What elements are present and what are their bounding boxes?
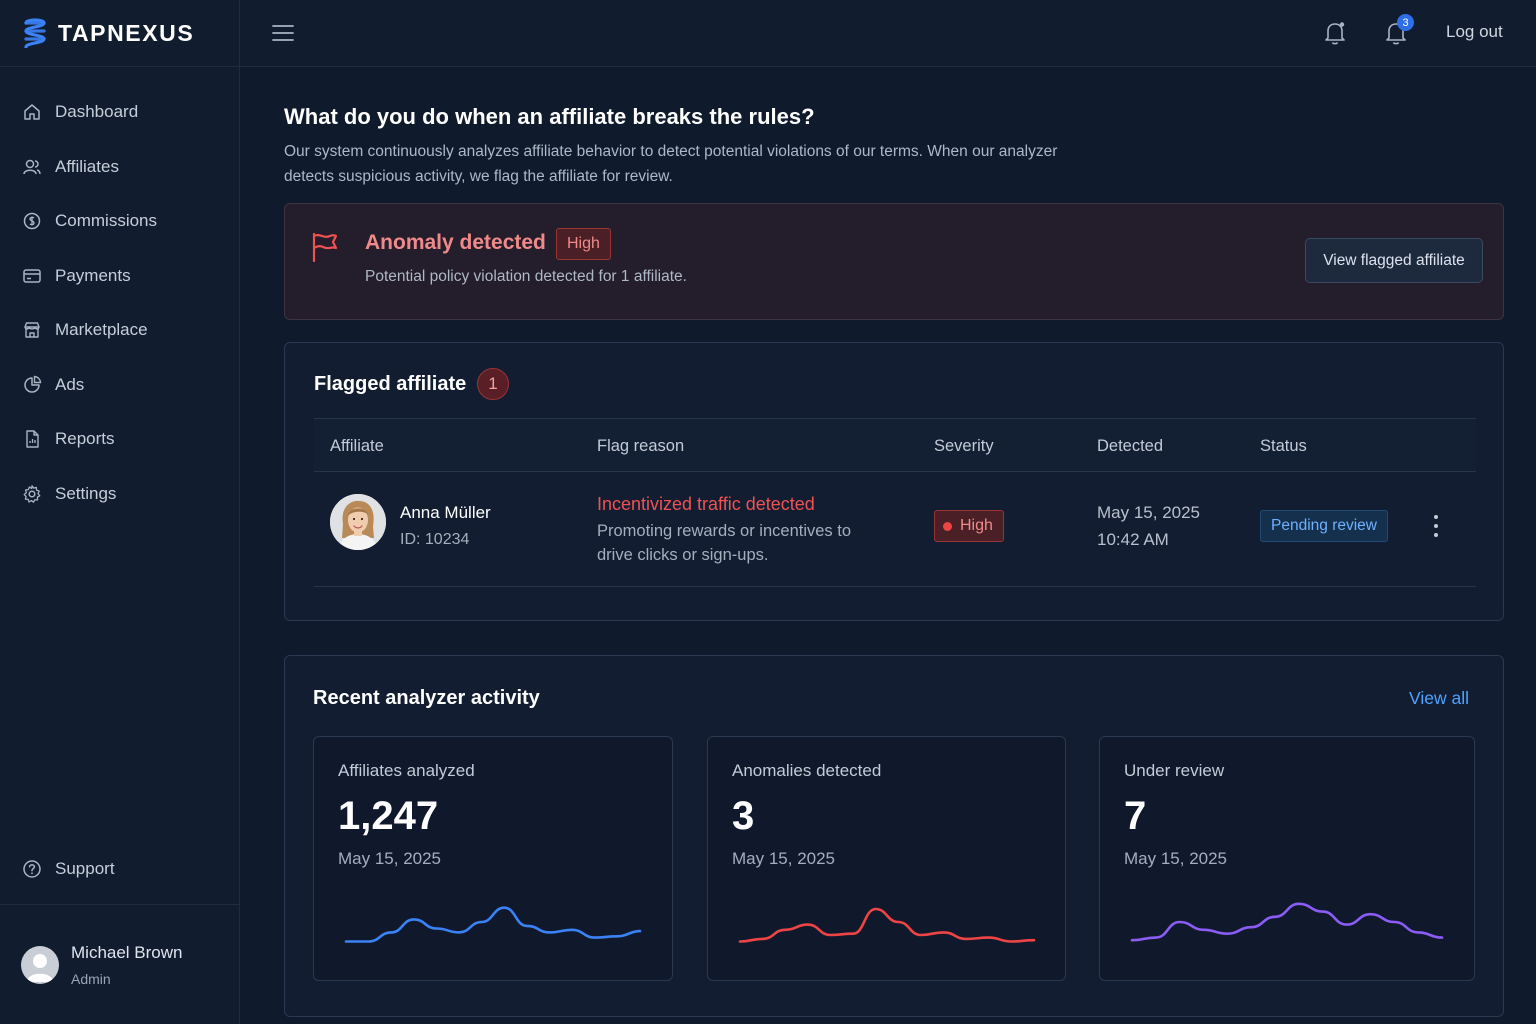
- table-row[interactable]: Anna Müller ID: 10234 Incentivized traff…: [314, 472, 1476, 587]
- support-section: Support: [0, 842, 239, 897]
- flagged-count-badge: 1: [477, 368, 509, 400]
- stat-card-affiliates-analyzed[interactable]: Affiliates analyzed 1,247 May 15, 2025: [313, 736, 673, 981]
- sparkline-anomalies-detected: [738, 907, 1036, 943]
- stat-value: 3: [732, 794, 755, 838]
- user-profile[interactable]: Michael Brown Admin: [0, 904, 239, 1024]
- stat-label: Under review: [1124, 761, 1225, 780]
- avatar-portrait: [330, 494, 386, 550]
- help-circle-icon: [23, 860, 41, 878]
- stat-date: May 15, 2025: [338, 849, 442, 868]
- severity-label: High: [960, 517, 993, 534]
- column-header-severity[interactable]: Severity: [934, 437, 994, 455]
- affiliate-id: ID: 10234: [400, 531, 470, 548]
- page-description: Our system continuously analyzes affilia…: [284, 143, 1058, 185]
- sidebar-item-dashboard[interactable]: Dashboard: [0, 85, 239, 140]
- sidebar-item-label: Dashboard: [55, 102, 139, 122]
- alert-message: Potential policy violation detected for …: [365, 268, 687, 285]
- sidebar-item-label: Support: [55, 859, 115, 879]
- stat-value: 1,247: [338, 794, 439, 838]
- user-name: Michael Brown: [71, 942, 183, 962]
- analyzer-activity-card: Recent analyzer activity View all Affili…: [284, 655, 1504, 1017]
- alert-severity-badge: High: [556, 228, 611, 260]
- sidebar-item-ads[interactable]: Ads: [0, 358, 239, 413]
- commission-icon: [23, 213, 41, 230]
- sidebar-item-settings[interactable]: Settings: [0, 467, 239, 522]
- sidebar-item-label: Affiliates: [55, 156, 119, 176]
- pie-chart-icon: [24, 375, 42, 393]
- user-role: Admin: [71, 970, 111, 987]
- card-icon: [23, 269, 41, 283]
- sparkline-path: [1130, 902, 1444, 942]
- activity-title: Recent analyzer activity: [313, 687, 540, 709]
- column-header-flag-reason[interactable]: Flag reason: [597, 437, 685, 455]
- sparkline-path: [344, 906, 642, 943]
- notifications-bell-icon[interactable]: [1384, 20, 1408, 46]
- flagged-affiliate-card: Flagged affiliate 1 Affiliate Flag reaso…: [284, 342, 1504, 621]
- stat-value: 7: [1124, 794, 1147, 838]
- topbar: 3 Log out: [240, 0, 1536, 67]
- sidebar-item-payments[interactable]: Payments: [0, 249, 239, 304]
- sidebar-item-reports[interactable]: Reports: [0, 412, 239, 467]
- menu-icon[interactable]: [272, 22, 294, 44]
- sidebar-item-label: Payments: [55, 265, 131, 285]
- home-icon: [24, 104, 40, 120]
- severity-badge: High: [934, 510, 1004, 542]
- flag-reason-description: Promoting rewards or incentives to drive…: [597, 522, 852, 564]
- sparkline-path: [738, 907, 1036, 943]
- brand[interactable]: TAPNEXUS: [0, 0, 239, 67]
- stat-card-anomalies-detected[interactable]: Anomalies detected 3 May 15, 2025: [707, 736, 1066, 981]
- user-icon: [27, 953, 53, 982]
- sidebar-item-label: Marketplace: [55, 320, 148, 340]
- notification-count-badge: 3: [1397, 14, 1414, 31]
- sidebar-item-label: Commissions: [55, 211, 158, 231]
- column-header-affiliate[interactable]: Affiliate: [330, 437, 384, 455]
- flagged-table: Affiliate Flag reason Severity Detected …: [314, 418, 1476, 587]
- column-header-status[interactable]: Status: [1260, 437, 1307, 455]
- stat-date: May 15, 2025: [732, 849, 836, 868]
- table-header: Affiliate Flag reason Severity Detected …: [314, 418, 1476, 472]
- detected-time: 10:42 AM: [1097, 530, 1169, 549]
- stat-date: May 15, 2025: [1124, 849, 1228, 868]
- users-icon: [23, 159, 41, 174]
- view-all-link[interactable]: View all: [1409, 688, 1469, 708]
- logout-button[interactable]: Log out: [1446, 22, 1503, 41]
- alert-title: Anomaly detected: [365, 231, 546, 254]
- flagged-card-title: Flagged affiliate: [314, 373, 467, 395]
- store-icon: [24, 322, 40, 338]
- affiliate-name[interactable]: Anna Müller: [400, 503, 491, 522]
- sidebar-item-commissions[interactable]: Commissions: [0, 194, 239, 249]
- brand-name: TAPNEXUS: [58, 19, 195, 46]
- sidebar-item-label: Settings: [55, 483, 117, 503]
- sparkline-under-review: [1130, 902, 1444, 942]
- sidebar-item-marketplace[interactable]: Marketplace: [0, 303, 239, 358]
- sidebar-item-label: Reports: [55, 429, 115, 449]
- sidebar-nav: Dashboard Affiliates Commissions Payment…: [0, 85, 239, 521]
- flag-icon: [312, 232, 338, 262]
- affiliate-avatar: [330, 494, 386, 550]
- sidebar-item-affiliates[interactable]: Affiliates: [0, 140, 239, 195]
- stat-label: Affiliates analyzed: [338, 761, 475, 780]
- detected-date: May 15, 2025: [1097, 503, 1201, 522]
- bell-icon[interactable]: [1323, 20, 1347, 46]
- page-title: What do you do when an affiliate breaks …: [284, 104, 815, 129]
- stat-card-under-review[interactable]: Under review 7 May 15, 2025: [1099, 736, 1475, 981]
- sidebar: TAPNEXUS Dashboard Affiliates Commission…: [0, 0, 240, 1024]
- sidebar-item-support[interactable]: Support: [0, 842, 239, 897]
- anomaly-alert: Anomaly detected High Potential policy v…: [284, 203, 1504, 320]
- sparkline-affiliates-analyzed: [344, 906, 642, 943]
- gear-icon: [23, 484, 41, 503]
- status-badge[interactable]: Pending review: [1260, 510, 1388, 542]
- column-header-detected[interactable]: Detected: [1097, 437, 1164, 455]
- logo-icon: [24, 18, 46, 48]
- more-options-icon[interactable]: [1426, 512, 1446, 540]
- stat-label: Anomalies detected: [732, 761, 882, 780]
- flag-reason-title: Incentivized traffic detected: [597, 494, 815, 514]
- sidebar-item-label: Ads: [55, 374, 85, 394]
- avatar: [21, 945, 59, 984]
- severity-dot-icon: [943, 521, 952, 531]
- view-flagged-affiliate-button[interactable]: View flagged affiliate: [1305, 238, 1483, 283]
- report-icon: [26, 430, 39, 448]
